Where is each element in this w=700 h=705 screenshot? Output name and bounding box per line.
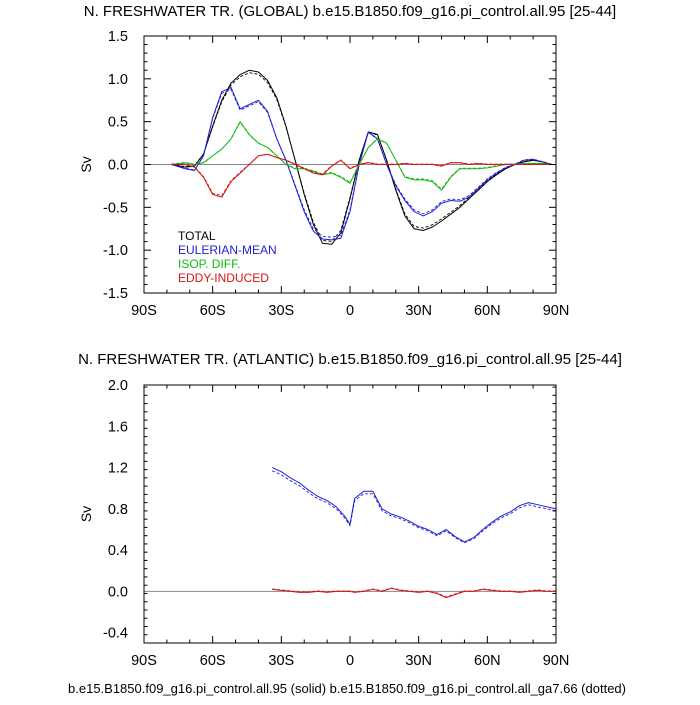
y-axis-label: Sv bbox=[78, 506, 94, 522]
y-tick-label: 1.5 bbox=[108, 29, 128, 45]
legend-entry-isop-diff: ISOP. DIFF. bbox=[178, 257, 240, 271]
x-tick-label: 30S bbox=[268, 653, 294, 669]
series-line-eddy-induced bbox=[272, 587, 556, 599]
series-line-dotted-isop-diff bbox=[171, 122, 552, 190]
y-tick-label: 2.0 bbox=[108, 378, 128, 394]
y-tick-label: 0.0 bbox=[108, 158, 128, 174]
x-tick-label: 90S bbox=[131, 653, 157, 669]
chart-title: N. FRESHWATER TR. (GLOBAL) b.e15.B1850.f… bbox=[84, 3, 616, 20]
x-tick-label: 90S bbox=[131, 303, 157, 319]
y-tick-label: 1.2 bbox=[108, 461, 128, 477]
footer-caption: b.e15.B1850.f09_g16.pi_control.all.95 (s… bbox=[68, 681, 626, 696]
y-tick-label: 0.4 bbox=[108, 543, 128, 559]
x-tick-label: 60S bbox=[200, 303, 226, 319]
x-tick-label: 60N bbox=[474, 653, 501, 669]
legend-entry-eulerian-mean: EULERIAN-MEAN bbox=[178, 243, 277, 257]
series-line-eulerian-mean bbox=[171, 86, 552, 241]
y-axis-label: Sv bbox=[78, 156, 94, 172]
series-line-dotted-eddy-induced bbox=[171, 153, 552, 197]
x-tick-label: 60S bbox=[200, 653, 226, 669]
x-tick-label: 90N bbox=[543, 653, 570, 669]
y-tick-label: -0.4 bbox=[103, 626, 128, 642]
series-line-dotted-total bbox=[171, 72, 552, 242]
plot-frame bbox=[143, 384, 557, 644]
y-tick-label: 1.0 bbox=[108, 72, 128, 88]
chart-title: N. FRESHWATER TR. (ATLANTIC) b.e15.B1850… bbox=[78, 351, 622, 368]
y-tick-label: 0.5 bbox=[108, 115, 128, 131]
x-tick-label: 30N bbox=[405, 303, 432, 319]
global-freshwater-chart: N. FRESHWATER TR. (GLOBAL) b.e15.B1850.f… bbox=[78, 3, 616, 319]
x-tick-label: 0 bbox=[346, 303, 354, 319]
x-tick-label: 30S bbox=[268, 303, 294, 319]
series-line-eulerian-mean bbox=[271, 467, 557, 543]
y-tick-label: 1.6 bbox=[108, 419, 128, 435]
x-tick-label: 30N bbox=[405, 653, 432, 669]
legend-entry-eddy-induced: EDDY-INDUCED bbox=[178, 271, 269, 285]
y-tick-label: -0.5 bbox=[103, 200, 128, 216]
x-tick-label: 0 bbox=[346, 653, 354, 669]
y-tick-label: 0.8 bbox=[108, 502, 128, 518]
y-tick-label: -1.0 bbox=[103, 243, 128, 259]
x-tick-label: 60N bbox=[474, 303, 501, 319]
y-tick-label: 0.0 bbox=[108, 584, 128, 600]
atlantic-freshwater-chart: N. FRESHWATER TR. (ATLANTIC) b.e15.B1850… bbox=[78, 351, 622, 669]
series-line-dotted-eulerian-mean bbox=[272, 470, 557, 544]
x-tick-label: 90N bbox=[543, 303, 570, 319]
y-tick-label: -1.5 bbox=[103, 286, 128, 302]
legend-entry-total: TOTAL bbox=[178, 229, 216, 243]
